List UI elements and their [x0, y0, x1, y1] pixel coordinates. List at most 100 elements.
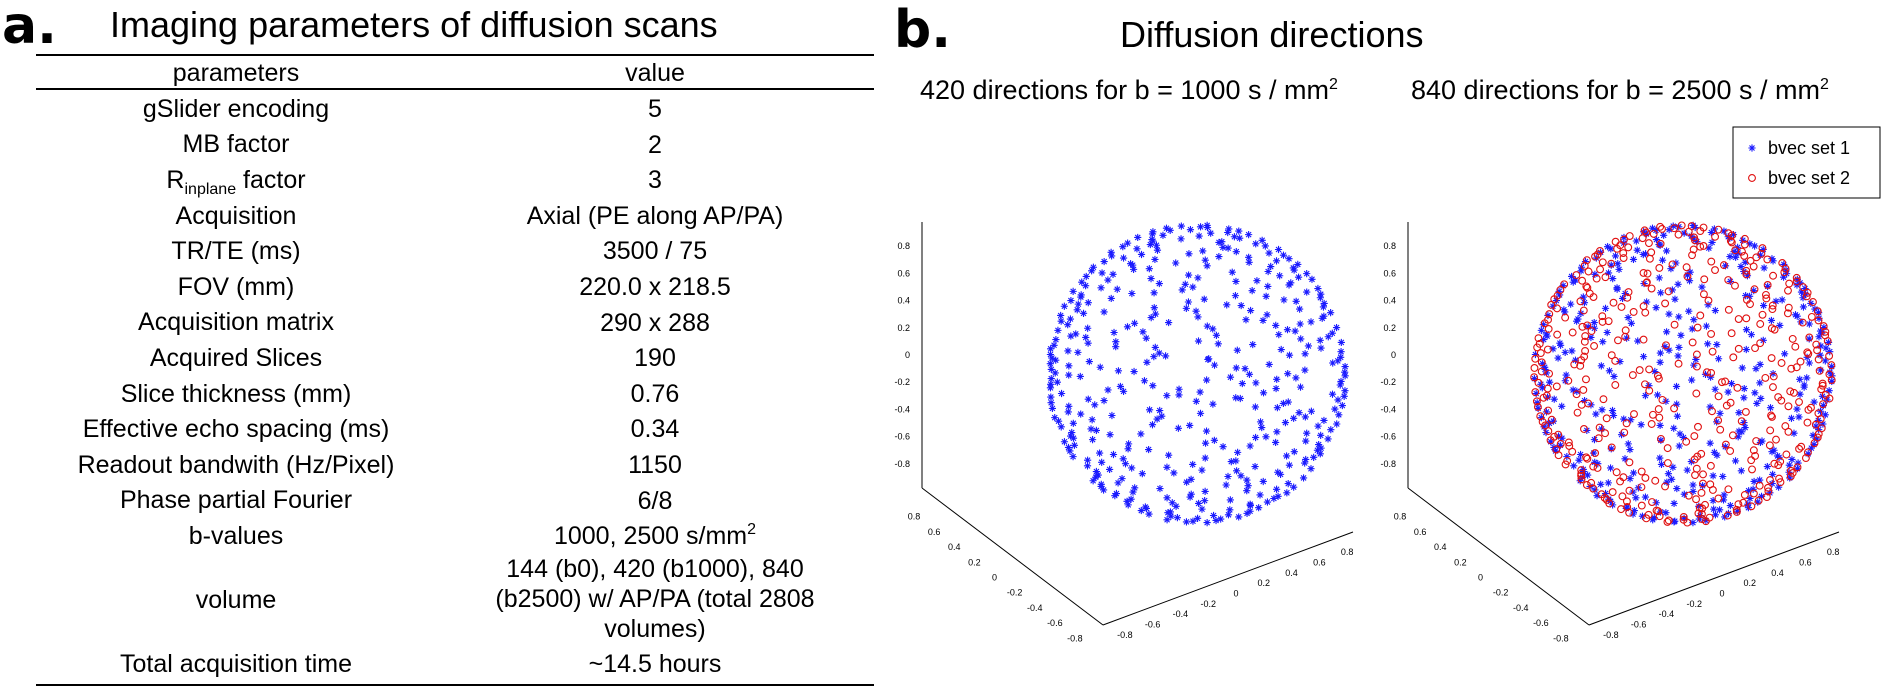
data-point	[1218, 238, 1226, 246]
data-point	[1568, 272, 1576, 281]
data-point	[1800, 383, 1808, 391]
data-point	[1742, 292, 1750, 300]
data-point	[1242, 316, 1250, 324]
data-point	[1198, 505, 1206, 513]
data-point	[1699, 470, 1707, 479]
tick-label: -0.8	[894, 459, 910, 469]
data-point	[1576, 297, 1585, 306]
data-point	[1641, 250, 1650, 258]
data-point	[1688, 251, 1696, 260]
data-point	[1665, 346, 1673, 354]
data-point	[1821, 411, 1829, 419]
data-point	[1092, 467, 1100, 476]
data-point	[1816, 327, 1825, 335]
data-point	[1163, 463, 1171, 471]
data-point	[1814, 429, 1823, 438]
data-point	[1689, 519, 1697, 527]
data-point	[1537, 326, 1545, 334]
data-point	[1620, 235, 1628, 244]
param-cell: TR/TE (ms)	[171, 237, 301, 266]
data-point	[1749, 489, 1758, 498]
data-point	[1769, 383, 1777, 392]
data-point	[1074, 348, 1082, 356]
data-point	[1597, 362, 1605, 370]
data-point	[1203, 322, 1211, 330]
data-point	[1625, 232, 1634, 240]
data-point	[1124, 445, 1132, 453]
data-point	[1751, 344, 1759, 353]
data-point	[1320, 299, 1328, 308]
data-point	[1669, 222, 1677, 230]
data-point	[1064, 347, 1072, 355]
data-point	[1561, 348, 1569, 356]
data-point	[1756, 339, 1765, 348]
data-point	[1719, 261, 1728, 270]
data-point	[1614, 260, 1622, 268]
data-point	[1653, 391, 1662, 399]
data-point	[1807, 444, 1815, 452]
data-point	[1716, 425, 1725, 434]
data-point	[1660, 231, 1668, 239]
data-point	[1663, 328, 1671, 336]
data-point	[1232, 457, 1240, 465]
param-cell: Acquisition	[175, 201, 297, 230]
data-point	[1776, 478, 1785, 487]
data-point	[1127, 495, 1135, 503]
data-point	[1616, 357, 1624, 366]
data-point	[1159, 231, 1167, 239]
data-point	[1337, 377, 1345, 386]
data-point	[1620, 428, 1629, 437]
data-point	[1556, 291, 1564, 299]
data-point	[1276, 470, 1285, 478]
data-point	[1233, 467, 1241, 475]
data-point	[1097, 482, 1105, 491]
data-point	[1803, 448, 1812, 457]
data-point	[1109, 270, 1117, 278]
data-point	[1707, 228, 1715, 237]
data-point	[1547, 415, 1556, 424]
data-point	[1790, 429, 1798, 437]
data-point	[1624, 288, 1633, 297]
data-point	[1194, 337, 1203, 345]
data-point	[1607, 259, 1616, 268]
data-point	[1617, 303, 1626, 311]
data-point	[1145, 445, 1153, 454]
data-point	[1603, 328, 1611, 337]
data-point	[1778, 296, 1786, 304]
data-point	[1649, 516, 1657, 524]
data-point	[1731, 281, 1739, 290]
data-point	[1768, 301, 1777, 310]
data-point	[1267, 262, 1275, 271]
data-point	[1739, 498, 1748, 507]
plot-b1000: 0.8 0.6 0.4 0.2 0 -0.2 -0.4 -0.6 -0.8 0.8 0.6 0.4 0.…	[894, 221, 1353, 643]
data-point	[1235, 513, 1243, 521]
data-point	[1536, 349, 1545, 358]
data-point	[1233, 346, 1241, 354]
data-point	[1317, 444, 1325, 452]
data-point	[1258, 423, 1266, 432]
data-point	[1789, 388, 1798, 397]
data-point	[1648, 224, 1657, 232]
data-point	[1690, 235, 1698, 243]
data-point	[1817, 342, 1825, 350]
data-point	[1272, 321, 1280, 330]
data-point	[1137, 506, 1145, 515]
data-point	[1104, 276, 1112, 284]
data-point	[1756, 438, 1765, 447]
data-point	[1168, 499, 1176, 507]
data-point	[1742, 266, 1751, 275]
data-point	[1647, 420, 1656, 428]
data-point	[1801, 284, 1809, 293]
data-point	[1543, 384, 1552, 393]
param-cell: Acquired Slices	[149, 344, 323, 372]
data-point	[1574, 315, 1582, 323]
data-point	[1670, 499, 1678, 508]
data-point	[1652, 226, 1660, 234]
data-point	[1729, 231, 1738, 239]
data-point	[1607, 245, 1615, 253]
data-point	[1138, 470, 1146, 478]
data-point	[1596, 265, 1605, 274]
data-point	[1748, 174, 1756, 182]
data-point	[1624, 243, 1633, 252]
data-point	[1677, 221, 1686, 230]
